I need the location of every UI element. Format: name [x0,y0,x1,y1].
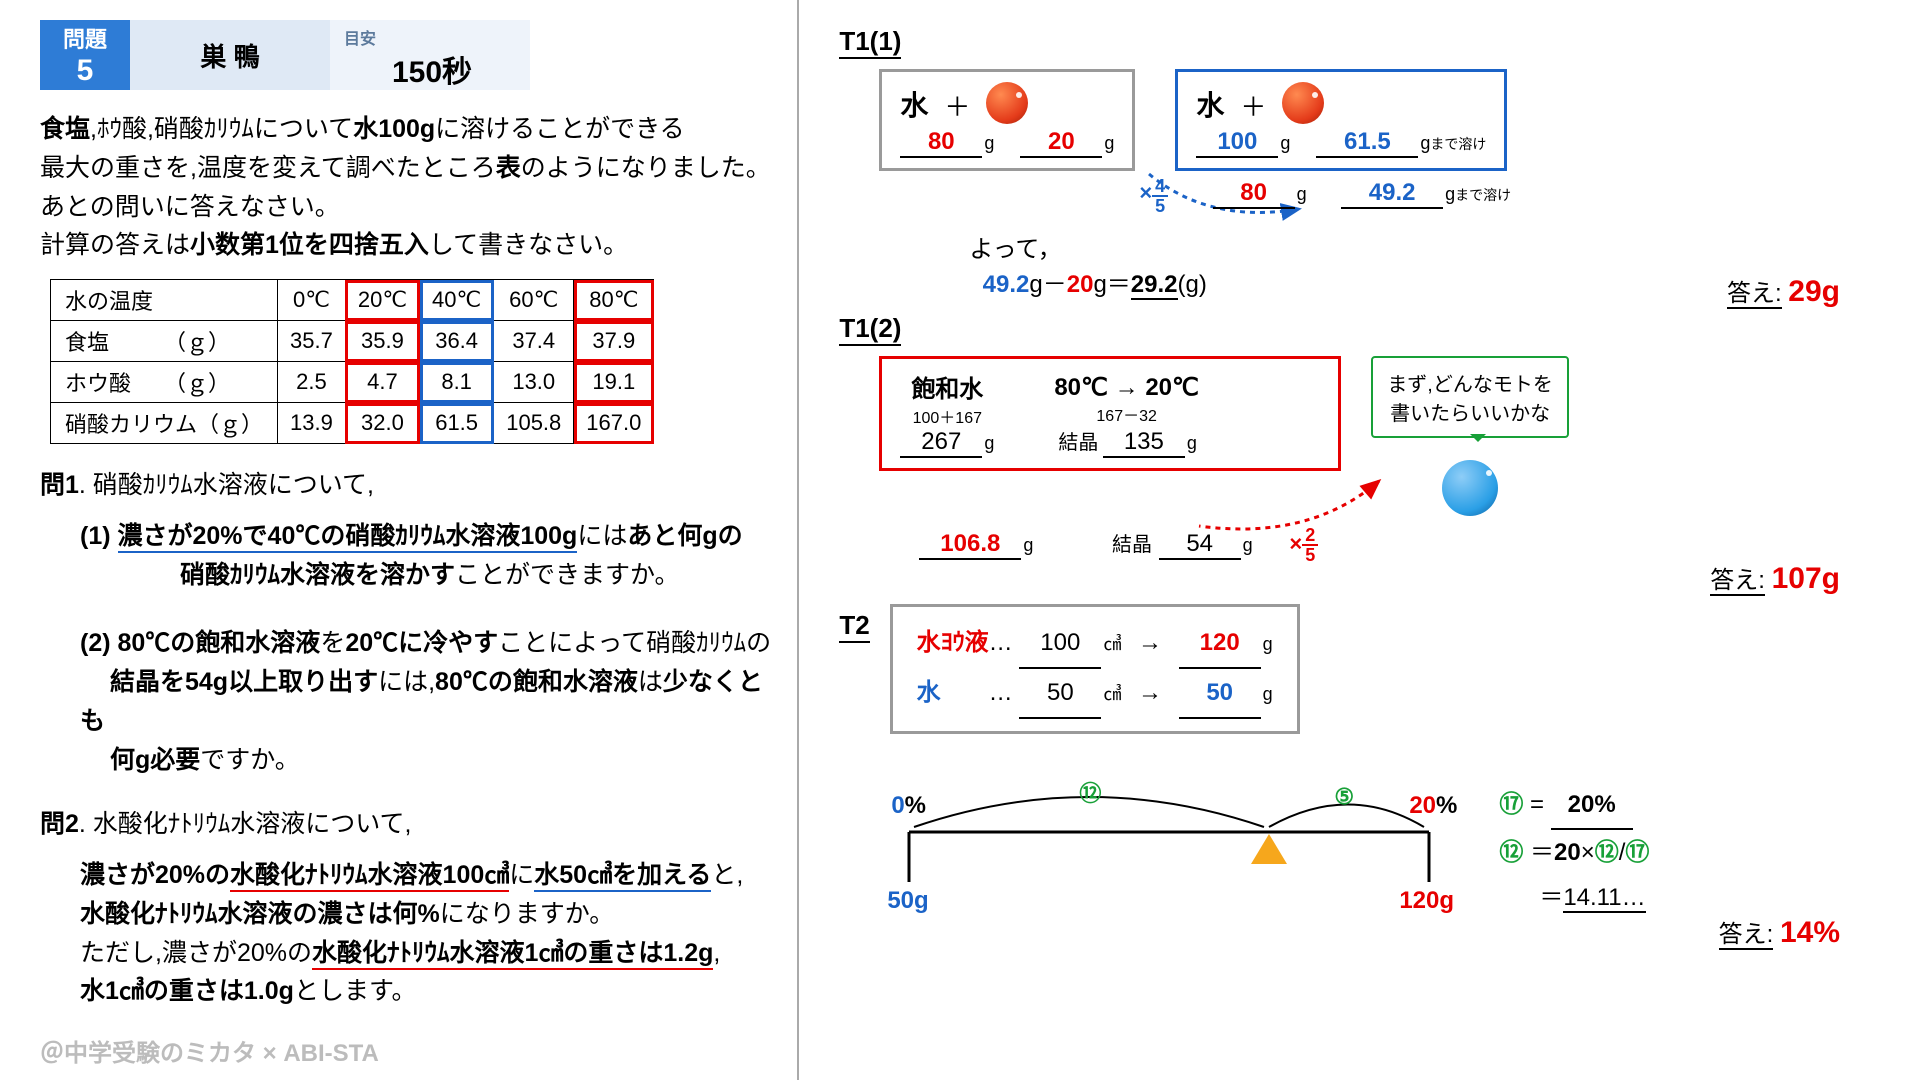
scale-45: ×45 80g 49.2gまで溶け [1139,177,1900,215]
header-cards: 問題 5 巣 鴨 目安 150秒 [40,20,787,90]
solute-icon [1282,82,1324,124]
answer-2: 答え: 107g [839,560,1900,596]
solute-icon [986,82,1028,124]
problem-2-head: 問2. 水酸化ﾅﾄﾘｳﾑ水溶液について, [40,805,787,844]
school-card: 巣 鴨 [130,20,330,90]
section-t1-2: T1(2) [839,313,901,346]
box-grey-1: 水＋ 80g 20g [879,69,1135,171]
time-card: 目安 150秒 [330,20,530,90]
speech-bubble: まず,どんなモトを書いたらいいかな [1371,356,1569,438]
box-grey-2: 水ﾖｳ液… 100㎤ → 120g 水… 50㎤ → 50g [890,604,1300,734]
solubility-table: 水の温度 0℃ 20℃ 40℃ 60℃ 80℃ 食塩 （ｇ） 35.735.93… [50,279,654,444]
dotted-arrow-2 [1179,471,1439,561]
th-temp: 水の温度 [51,280,278,321]
section-t2: T2 [839,610,869,643]
time-value: 150秒 [392,47,472,91]
lever-diagram: 0% ⑫ ⑤ 20% 50g 120g ⑰ = 20% ⑫ ＝20×⑫/⑰ ＝1… [869,762,1849,932]
problem-1-head: 問1. 硝酸ｶﾘｳﾑ水溶液について, [40,466,787,505]
section-t1-1: T1(1) [839,26,901,59]
fulcrum-icon [1251,834,1287,864]
problem-panel: 問題 5 巣 鴨 目安 150秒 食塩,ﾎｳ酸,硝酸ｶﾘｳﾑについて水100gに… [0,0,797,1080]
problem-1-2: (2) 80℃の飽和水溶液を20℃に冷やすことによって硝酸ｶﾘｳﾑの 結晶を54… [40,624,787,779]
problem-number-card: 問題 5 [40,20,130,90]
box-red-1: 飽和水 100＋167 267g 80℃ → 20℃ 167－32 結晶 135… [879,356,1341,471]
problem-2-body: 濃さが20%の水酸化ﾅﾄﾘｳﾑ水溶液100㎤に水50㎤を加えると, 水酸化ﾅﾄﾘ… [40,856,787,1011]
mascot-icon [1442,460,1498,516]
problem-number: 5 [77,54,94,88]
solution-panel: T1(1) 水＋ 80g 20g 水＋ 100g 61.5gまで溶け [797,0,1920,1080]
problem-label: 問題 [63,22,107,54]
box-blue-1: 水＋ 100g 61.5gまで溶け [1175,69,1507,171]
footer-credit: ＠中学受験のミカタ × ABI-STA [40,1033,379,1068]
time-label: 目安 [344,25,376,49]
intro-paragraph: 食塩,ﾎｳ酸,硝酸ｶﾘｳﾑについて水100gに溶けることができる 最大の重さを,… [40,110,787,265]
problem-1-1: (1) 濃さが20%で40℃の硝酸ｶﾘｳﾑ水溶液100gにはあと何gの 硝酸ｶﾘ… [40,517,787,595]
t2-equations: ⑰ = 20% ⑫ ＝20×⑫/⑰ ＝14.11… [1499,782,1649,921]
